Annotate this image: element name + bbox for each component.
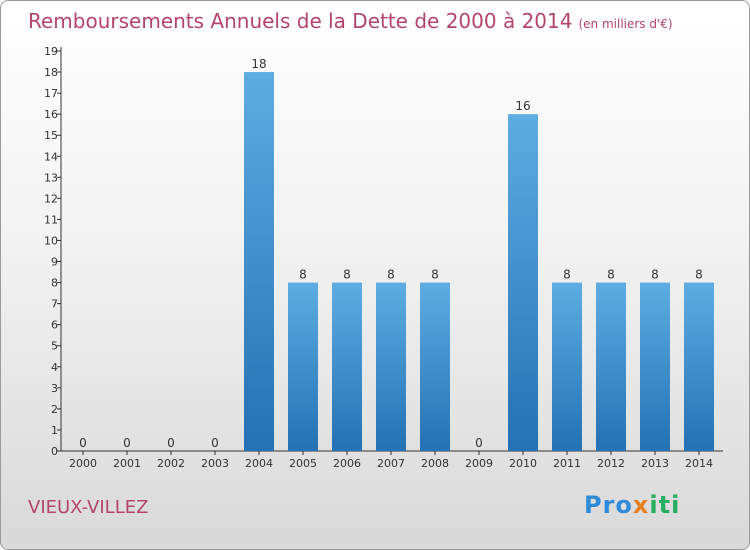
x-tick-label-2007: 2007 bbox=[377, 457, 405, 470]
data-label-2004: 18 bbox=[251, 57, 266, 71]
data-label-2010: 16 bbox=[515, 99, 530, 113]
x-tick-label-2005: 2005 bbox=[289, 457, 317, 470]
x-tick-label-2014: 2014 bbox=[685, 457, 713, 470]
y-tick-label: 9 bbox=[51, 256, 58, 269]
data-label-2006: 8 bbox=[343, 268, 351, 282]
bar-2008 bbox=[420, 282, 450, 451]
y-tick-label: 1 bbox=[51, 424, 58, 437]
bar-2005 bbox=[288, 282, 318, 451]
x-tick-label-2001: 2001 bbox=[113, 457, 141, 470]
y-tick-label: 18 bbox=[44, 66, 58, 79]
x-tick-label-2008: 2008 bbox=[421, 457, 449, 470]
chart-title-text: Remboursements Annuels de la Dette de 20… bbox=[28, 9, 573, 33]
bars bbox=[244, 72, 714, 451]
x-tick-label-2011: 2011 bbox=[553, 457, 581, 470]
bar-2004 bbox=[244, 72, 274, 451]
chart-unit: (en milliers d'€) bbox=[578, 17, 673, 31]
x-tick-label-2006: 2006 bbox=[333, 457, 361, 470]
data-label-2009: 0 bbox=[475, 436, 483, 450]
y-tick-label: 13 bbox=[44, 171, 58, 184]
data-label-2005: 8 bbox=[299, 268, 307, 282]
bar-2014 bbox=[684, 282, 714, 451]
bar-2010 bbox=[508, 114, 538, 451]
y-tick-label: 3 bbox=[51, 382, 58, 395]
y-tick-label: 8 bbox=[51, 277, 58, 290]
proxiti-logo: Proxiti bbox=[584, 491, 681, 519]
bar-2012 bbox=[596, 282, 626, 451]
data-label-2014: 8 bbox=[695, 268, 703, 282]
data-labels: 0 0 0 0 18 8 8 8 8 0 16 8 8 8 8 bbox=[79, 57, 703, 450]
y-tick-label: 10 bbox=[44, 234, 58, 247]
y-tick-label: 7 bbox=[51, 298, 58, 311]
y-tick-label: 15 bbox=[44, 129, 58, 142]
y-tick-label: 12 bbox=[44, 192, 58, 205]
data-label-2003: 0 bbox=[211, 436, 219, 450]
data-label-2000: 0 bbox=[79, 436, 87, 450]
data-label-2001: 0 bbox=[123, 436, 131, 450]
data-label-2002: 0 bbox=[167, 436, 175, 450]
x-tick-label-2000: 2000 bbox=[69, 457, 97, 470]
data-label-2011: 8 bbox=[563, 268, 571, 282]
bar-2006 bbox=[332, 282, 362, 451]
bar-2013 bbox=[640, 282, 670, 451]
x-tick-label-2009: 2009 bbox=[465, 457, 493, 470]
y-tick-label: 19 bbox=[44, 45, 58, 58]
x-tick-label-2002: 2002 bbox=[157, 457, 185, 470]
commune-name: VIEUX-VILLEZ bbox=[28, 497, 149, 518]
y-tick-label: 4 bbox=[51, 361, 58, 374]
y-tick-label: 5 bbox=[51, 340, 58, 353]
x-tick-label-2010: 2010 bbox=[509, 457, 537, 470]
data-label-2008: 8 bbox=[431, 268, 439, 282]
y-tick-label: 16 bbox=[44, 108, 58, 121]
y-tick-label: 2 bbox=[51, 403, 58, 416]
y-tick-label: 6 bbox=[51, 319, 58, 332]
x-tick-label-2003: 2003 bbox=[201, 457, 229, 470]
bar-2007 bbox=[376, 282, 406, 451]
data-label-2007: 8 bbox=[387, 268, 395, 282]
x-tick-label-2004: 2004 bbox=[245, 457, 273, 470]
y-tick-label: 0 bbox=[51, 445, 58, 458]
data-label-2013: 8 bbox=[651, 268, 659, 282]
x-tick-label-2013: 2013 bbox=[641, 457, 669, 470]
chart-title: Remboursements Annuels de la Dette de 20… bbox=[28, 9, 673, 33]
bar-2011 bbox=[552, 282, 582, 451]
y-tick-label: 17 bbox=[44, 87, 58, 100]
x-tick-label-2012: 2012 bbox=[597, 457, 625, 470]
y-tick-label: 11 bbox=[44, 213, 58, 226]
y-tick-label: 14 bbox=[44, 150, 58, 163]
data-label-2012: 8 bbox=[607, 268, 615, 282]
